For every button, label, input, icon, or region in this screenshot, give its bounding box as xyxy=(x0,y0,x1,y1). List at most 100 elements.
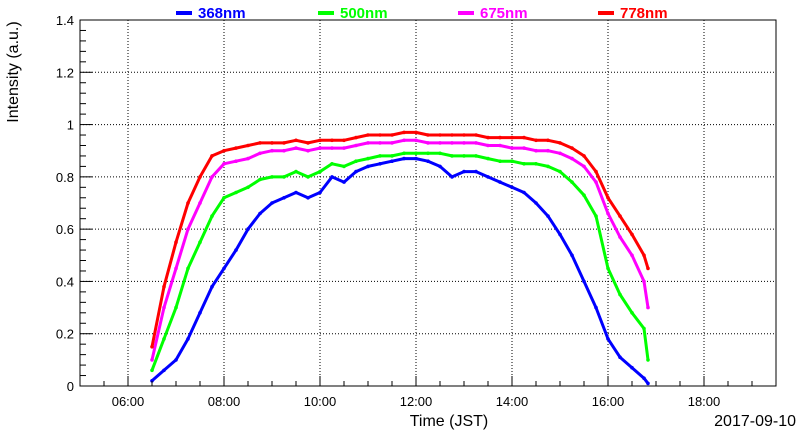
data-point xyxy=(222,196,226,200)
data-point xyxy=(570,156,574,161)
data-point xyxy=(378,133,382,137)
series-675nm xyxy=(150,138,650,362)
data-point xyxy=(186,201,190,205)
data-point xyxy=(426,133,430,137)
data-point xyxy=(618,235,622,239)
data-point xyxy=(366,164,370,169)
data-point xyxy=(342,146,346,150)
data-point xyxy=(330,175,334,179)
y-axis-title: Intensity (a.u.) xyxy=(5,21,22,122)
x-tick-label: 12:00 xyxy=(400,394,433,409)
data-point xyxy=(306,141,310,145)
data-point xyxy=(582,164,586,169)
data-point xyxy=(642,326,646,331)
data-point xyxy=(378,162,382,166)
data-point xyxy=(210,284,214,289)
plot-frame xyxy=(79,19,777,387)
data-point xyxy=(462,154,466,158)
data-point xyxy=(642,376,646,381)
data-point xyxy=(318,169,322,174)
data-point xyxy=(210,214,214,218)
data-point xyxy=(234,248,238,252)
data-point xyxy=(486,156,490,161)
data-point xyxy=(582,154,586,158)
data-point xyxy=(354,169,358,174)
data-point xyxy=(618,214,622,218)
data-point xyxy=(510,185,514,190)
data-point xyxy=(570,146,574,150)
data-point xyxy=(270,148,274,153)
data-point xyxy=(618,292,622,297)
data-point xyxy=(294,138,298,143)
legend: 368nm 500nm 675nm 778nm xyxy=(176,5,668,22)
data-point xyxy=(354,135,358,140)
data-point xyxy=(534,162,538,166)
data-point xyxy=(402,138,406,143)
data-point xyxy=(186,337,190,341)
data-point xyxy=(606,266,610,271)
data-point xyxy=(342,180,346,184)
data-point xyxy=(162,305,166,310)
data-point xyxy=(594,305,598,310)
y-tick-label: 1 xyxy=(67,118,74,133)
data-point xyxy=(474,154,478,158)
data-point xyxy=(150,345,154,349)
data-point xyxy=(522,135,526,140)
data-point xyxy=(630,232,634,237)
data-point xyxy=(462,141,466,145)
axes: 06:00 08:00 10:00 12:00 14:00 16:00 18:00 0 0.2 0… xyxy=(56,13,777,409)
data-point xyxy=(534,148,538,153)
data-point xyxy=(630,253,634,258)
data-point xyxy=(642,253,646,258)
data-point xyxy=(246,227,250,231)
data-point xyxy=(318,138,322,143)
data-point xyxy=(534,138,538,143)
data-point xyxy=(438,151,442,156)
data-point xyxy=(246,185,250,190)
data-point xyxy=(450,133,454,137)
data-point xyxy=(234,159,238,163)
x-axis-title: Time (JST) xyxy=(410,413,489,430)
data-point xyxy=(646,305,650,310)
data-point xyxy=(186,266,190,271)
data-point xyxy=(426,159,430,163)
data-point xyxy=(342,164,346,169)
data-point xyxy=(486,143,490,148)
data-point xyxy=(522,190,526,195)
data-point xyxy=(198,175,202,179)
x-tick-label: 06:00 xyxy=(112,394,145,409)
data-point xyxy=(390,141,394,145)
data-point xyxy=(546,214,550,218)
data-point xyxy=(522,162,526,166)
series-layer xyxy=(150,130,650,386)
data-point xyxy=(646,358,650,362)
data-point xyxy=(258,151,262,156)
data-point xyxy=(498,159,502,163)
data-point xyxy=(390,159,394,163)
data-point xyxy=(498,143,502,148)
data-point xyxy=(222,162,226,166)
data-point xyxy=(618,355,622,360)
data-point xyxy=(162,368,166,373)
data-point xyxy=(258,141,262,145)
data-point xyxy=(150,368,154,373)
data-point xyxy=(150,379,154,383)
data-point xyxy=(402,156,406,161)
data-point xyxy=(594,169,598,174)
data-point xyxy=(630,365,634,370)
data-point xyxy=(378,141,382,145)
data-point xyxy=(282,141,286,145)
data-point xyxy=(594,180,598,184)
data-point xyxy=(534,201,538,205)
data-point xyxy=(234,146,238,150)
data-point xyxy=(306,148,310,153)
y-tick-label: 0.4 xyxy=(56,274,74,289)
data-point xyxy=(222,148,226,153)
x-tick-label: 16:00 xyxy=(592,394,625,409)
data-point xyxy=(150,358,154,362)
data-point xyxy=(414,130,418,135)
data-point xyxy=(462,133,466,137)
data-point xyxy=(510,159,514,163)
data-point xyxy=(606,196,610,200)
y-tick-label: 1.4 xyxy=(56,13,74,28)
